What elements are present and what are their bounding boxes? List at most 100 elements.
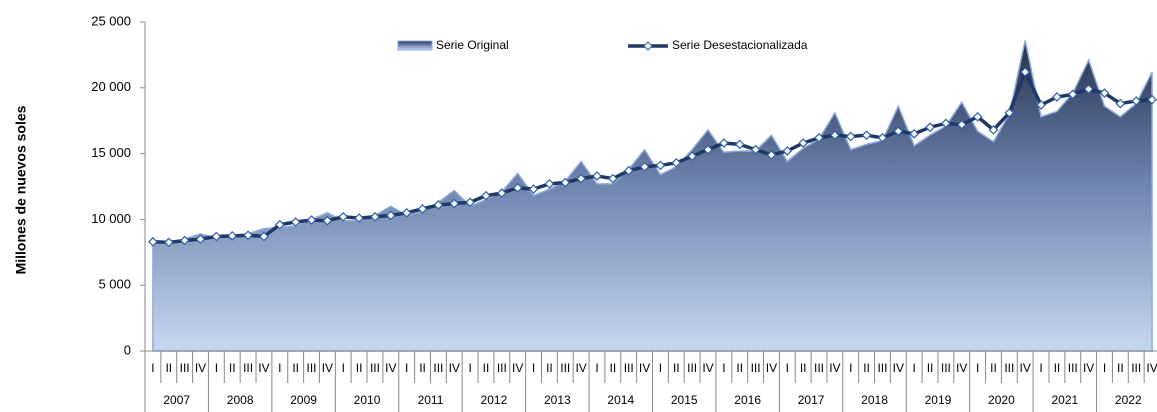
marker <box>1147 94 1157 105</box>
x-tick-label: III <box>497 361 507 375</box>
x-tick-label: I <box>151 361 154 375</box>
x-tick-label: III <box>624 361 634 375</box>
marker <box>750 144 761 155</box>
marker <box>306 215 317 225</box>
x-tick-label: II <box>736 361 743 375</box>
x-tick-label: III <box>370 361 380 375</box>
marker <box>259 231 269 242</box>
marker <box>830 130 840 141</box>
marker <box>354 213 364 223</box>
x-tick-label: II <box>419 361 426 375</box>
year-label: 2009 <box>290 393 317 407</box>
x-tick-label: III <box>751 361 761 375</box>
marker <box>925 122 935 133</box>
y-tick-label: 25 000 <box>91 13 131 28</box>
marker <box>576 173 586 184</box>
x-tick-label: I <box>913 361 916 375</box>
marker <box>592 171 602 181</box>
marker <box>861 130 872 141</box>
marker <box>988 125 999 135</box>
x-tick-label: III <box>687 361 697 375</box>
marker <box>338 211 349 222</box>
x-tick-label: I <box>278 361 281 375</box>
marker <box>481 190 491 201</box>
x-tick-label: IV <box>1083 361 1094 375</box>
marker <box>211 231 222 242</box>
marker <box>465 197 475 208</box>
y-tick-label: 0 <box>124 342 131 357</box>
x-tick-label: I <box>659 361 662 375</box>
marker <box>163 237 174 248</box>
marker <box>1099 88 1110 98</box>
marker <box>496 188 507 198</box>
x-tick-label: IV <box>702 361 713 375</box>
year-label: 2019 <box>925 393 952 407</box>
marker <box>893 126 904 137</box>
x-tick-label: III <box>941 361 951 375</box>
x-tick-label: III <box>180 361 190 375</box>
marker <box>687 151 697 162</box>
x-tick-label: II <box>800 361 807 375</box>
x-tick-label: I <box>468 361 471 375</box>
marker <box>766 150 777 160</box>
marker <box>1036 100 1046 110</box>
year-label: 2010 <box>354 393 381 407</box>
year-label: 2015 <box>671 393 698 407</box>
x-tick-label: I <box>405 361 408 375</box>
marker <box>972 111 983 122</box>
x-tick-label: I <box>1039 361 1042 375</box>
year-label: 2017 <box>798 393 825 407</box>
x-tick-label: II <box>673 361 680 375</box>
y-tick-label: 5 000 <box>98 277 131 292</box>
x-tick-label: III <box>1004 361 1014 375</box>
marker <box>560 177 571 188</box>
x-tick-label: I <box>722 361 725 375</box>
marker <box>703 144 713 155</box>
marker <box>401 207 412 218</box>
year-label: 2020 <box>988 393 1015 407</box>
marker <box>433 200 444 210</box>
marker <box>449 198 460 209</box>
marker <box>639 161 650 172</box>
marker <box>512 182 523 193</box>
x-tick-label: III <box>560 361 570 375</box>
y-axis-label: Millones de nuevos soles <box>13 105 29 274</box>
x-tick-label: II <box>356 361 363 375</box>
year-label: 2022 <box>1115 393 1142 407</box>
marker <box>1067 89 1078 100</box>
marker <box>195 234 206 244</box>
marker <box>608 173 618 184</box>
marker <box>322 215 333 226</box>
year-label: 2013 <box>544 393 571 407</box>
x-tick-label: III <box>243 361 253 375</box>
marker <box>1083 84 1094 94</box>
year-label: 2014 <box>607 393 634 407</box>
year-label: 2008 <box>227 393 254 407</box>
x-tick-label: III <box>877 361 887 375</box>
x-tick-label: II <box>546 361 553 375</box>
x-tick-label: II <box>1054 361 1061 375</box>
x-tick-label: II <box>927 361 934 375</box>
x-tick-label: I <box>595 361 598 375</box>
x-tick-label: III <box>307 361 317 375</box>
x-tick-label: IV <box>322 361 333 375</box>
marker <box>1020 67 1031 77</box>
marker <box>1115 98 1126 109</box>
marker <box>956 119 967 130</box>
x-tick-label: II <box>610 361 617 375</box>
x-tick-label: I <box>1103 361 1106 375</box>
x-tick-label: I <box>342 361 345 375</box>
x-tick-label: IV <box>385 361 396 375</box>
x-tick-label: IV <box>639 361 650 375</box>
x-tick-label: II <box>990 361 997 375</box>
area <box>152 40 1153 352</box>
marker <box>227 231 238 241</box>
legend-label: Serie Desestacionalizada <box>672 38 808 52</box>
x-tick-label: IV <box>1146 361 1157 375</box>
year-label: 2012 <box>481 393 508 407</box>
marker <box>370 211 380 222</box>
x-tick-label: I <box>532 361 535 375</box>
marker <box>941 118 951 129</box>
x-tick-label: II <box>165 361 172 375</box>
